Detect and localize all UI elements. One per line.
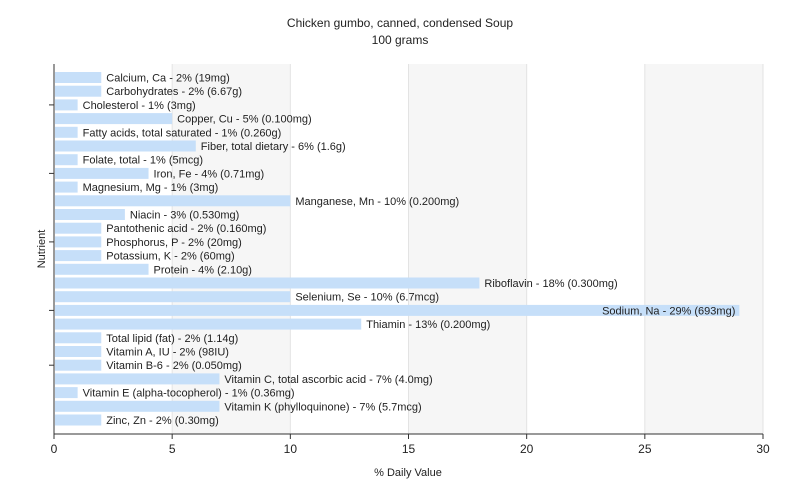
background-band — [290, 64, 409, 434]
bar — [55, 387, 78, 399]
bar-label: Fatty acids, total saturated - 1% (0.260… — [83, 127, 282, 139]
bar-label: Fiber, total dietary - 6% (1.6g) — [201, 141, 346, 153]
bar-label: Calcium, Ca - 2% (19mg) — [106, 73, 229, 85]
background-band — [54, 64, 173, 434]
bar — [55, 113, 173, 125]
bar-label: Iron, Fe - 4% (0.71mg) — [154, 168, 265, 180]
x-axis-title: % Daily Value — [374, 467, 442, 479]
bar — [55, 250, 102, 262]
bar-label: Vitamin B-6 - 2% (0.050mg) — [106, 360, 242, 372]
bar-label: Selenium, Se - 10% (6.7mcg) — [295, 292, 439, 304]
x-axis-ticks: 0 5 10 15 20 25 30 — [51, 434, 770, 456]
bar-label: Phosphorus, P - 2% (20mg) — [106, 237, 242, 249]
y-axis-ticks — [49, 104, 54, 366]
bar — [55, 209, 125, 220]
bar — [55, 318, 362, 330]
bar — [55, 72, 102, 83]
bar — [55, 195, 291, 207]
bar — [55, 373, 220, 385]
x-tick-label: 25 — [638, 442, 652, 456]
gridlines — [171, 64, 764, 434]
background-band — [408, 64, 527, 434]
bar — [55, 181, 78, 193]
bar — [55, 414, 102, 426]
x-tick-label: 10 — [284, 442, 298, 456]
background-band — [526, 64, 645, 434]
bar — [55, 304, 740, 316]
background-band — [172, 64, 291, 434]
bar-label: Niacin - 3% (0.530mg) — [130, 210, 239, 222]
bar-label: Magnesium, Mg - 1% (3mg) — [83, 182, 219, 194]
bar-label: Thiamin - 13% (0.200mg) — [366, 319, 490, 331]
chart-title: Chicken gumbo, canned, condensed Soup — [287, 16, 513, 30]
x-tick-label: 20 — [520, 442, 534, 456]
bar-label: Riboflavin - 18% (0.300mg) — [484, 278, 617, 290]
bar-label: Folate, total - 1% (5mcg) — [83, 155, 203, 167]
bar — [55, 99, 78, 111]
bar — [55, 359, 102, 371]
bar-label: Vitamin K (phylloquinone) - 7% (5.7mcg) — [224, 401, 421, 413]
bar — [55, 154, 78, 166]
bar — [55, 126, 78, 138]
bar — [55, 167, 149, 179]
bars — [55, 72, 740, 426]
bar — [55, 277, 480, 289]
bar-label: Vitamin E (alpha-tocopherol) - 1% (0.36m… — [83, 388, 295, 400]
bar — [55, 140, 196, 152]
bar-label: Sodium, Na - 29% (693mg) — [602, 305, 735, 317]
bar-label: Potassium, K - 2% (60mg) — [106, 251, 234, 263]
background-bands — [54, 64, 763, 434]
background-band — [644, 64, 763, 434]
bar — [55, 236, 102, 248]
bar-label: Cholesterol - 1% (3mg) — [83, 100, 196, 112]
bar — [55, 85, 102, 97]
bar — [55, 346, 102, 357]
chart-subtitle: 100 grams — [372, 33, 429, 47]
bar-label: Vitamin C, total ascorbic acid - 7% (4.0… — [224, 374, 432, 386]
bar-label: Protein - 4% (2.10g) — [154, 264, 252, 276]
bar-label: Pantothenic acid - 2% (0.160mg) — [106, 223, 266, 235]
bar-label: Manganese, Mn - 10% (0.200mg) — [295, 196, 459, 208]
bar — [55, 263, 149, 275]
x-tick-label: 30 — [756, 442, 770, 456]
bar-label: Vitamin A, IU - 2% (98IU) — [106, 347, 229, 359]
y-axis-title: Nutrient — [36, 230, 48, 269]
bar-labels: Calcium, Ca - 2% (19mg)Carbohydrates - 2… — [83, 73, 736, 428]
bar — [55, 332, 102, 344]
bar-label: Total lipid (fat) - 2% (1.14g) — [106, 333, 238, 345]
bar — [55, 400, 220, 412]
bar-label: Copper, Cu - 5% (0.100mg) — [177, 114, 312, 126]
bar-label: Zinc, Zn - 2% (0.30mg) — [106, 415, 218, 427]
x-tick-label: 0 — [51, 442, 58, 456]
bar — [55, 222, 102, 234]
x-tick-label: 5 — [169, 442, 176, 456]
bar-label: Carbohydrates - 2% (6.67g) — [106, 86, 242, 98]
x-tick-label: 15 — [402, 442, 416, 456]
bar — [55, 291, 291, 303]
